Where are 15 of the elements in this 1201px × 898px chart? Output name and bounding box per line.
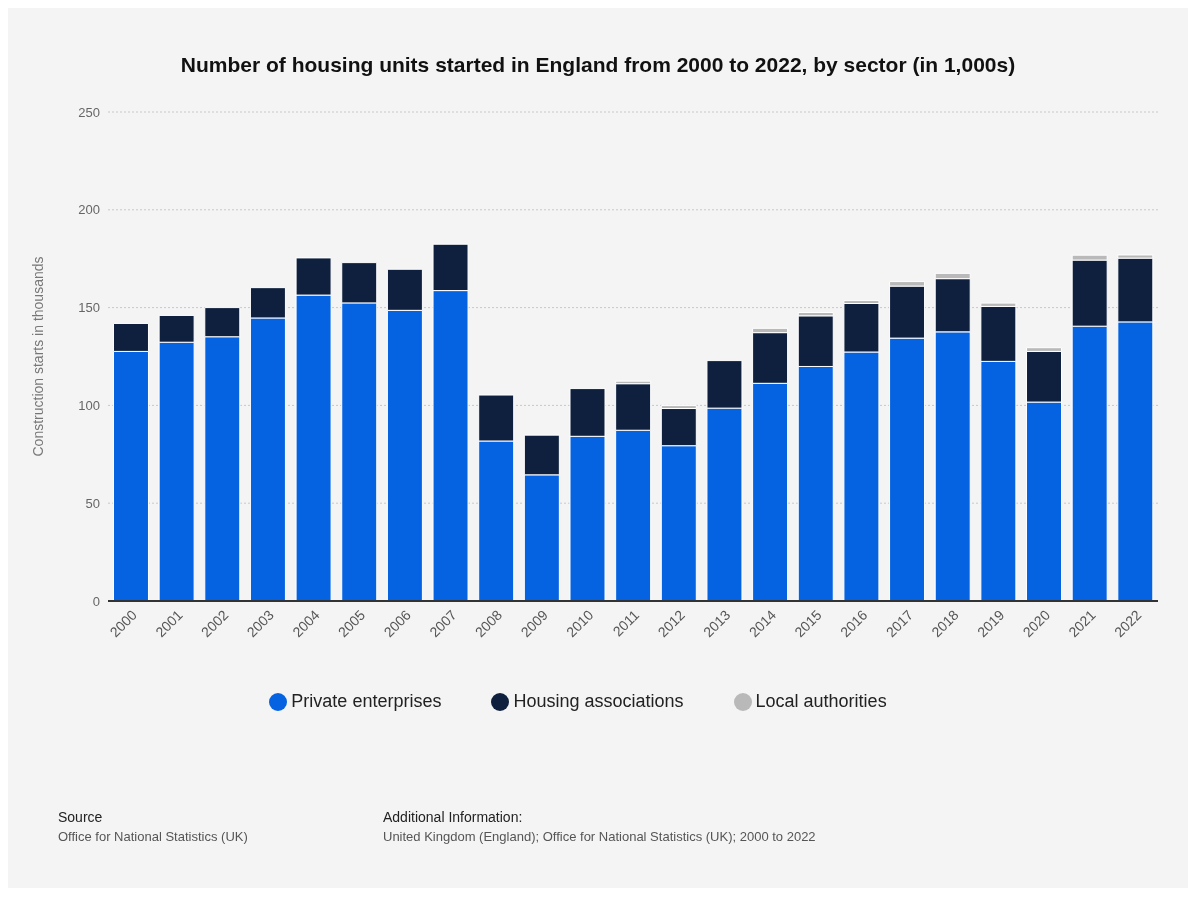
text: Office for National Statistics (UK) bbox=[58, 828, 248, 846]
y-tick-label: 100 bbox=[78, 398, 100, 414]
text: Source bbox=[58, 808, 104, 827]
text: United Kingdom (England); Office for National Statistics (UK); 2000 to 2022 bbox=[383, 828, 816, 846]
chart-title: Number of housing units started in England from 2000 to 2022, by sector (in 1,000s) bbox=[179, 52, 1017, 78]
y-tick-label: 0 bbox=[92, 593, 100, 609]
legend-label: Housing associations bbox=[513, 691, 684, 711]
legend-label: Private enterprises bbox=[291, 691, 442, 711]
y-tick-label: 200 bbox=[78, 202, 100, 218]
y-axis-title: Construction starts in thousands bbox=[29, 256, 46, 457]
legend-label: Local authorities bbox=[755, 691, 887, 711]
y-tick-label: 150 bbox=[78, 300, 100, 316]
y-tick-label: 250 bbox=[78, 104, 100, 120]
text: Additional Information: bbox=[383, 808, 524, 827]
y-tick-label: 50 bbox=[85, 495, 100, 511]
